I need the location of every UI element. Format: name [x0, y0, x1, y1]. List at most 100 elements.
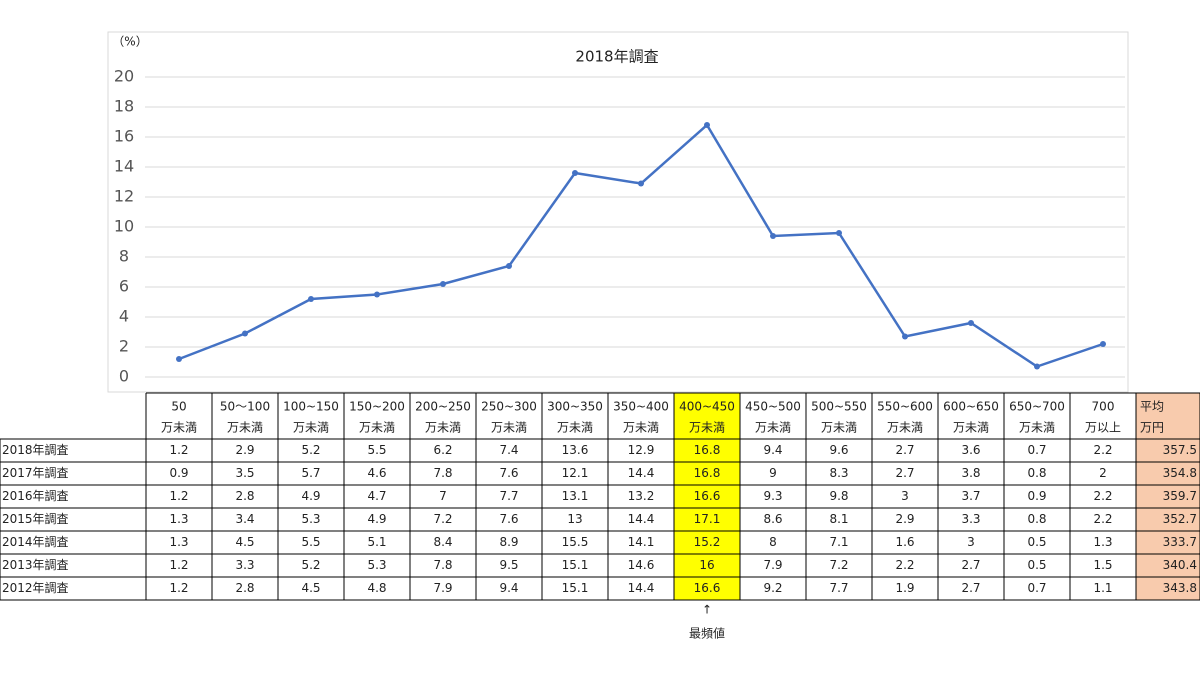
column-header: 700: [1092, 400, 1115, 414]
cell: 4.9: [301, 489, 320, 503]
cell: 3: [967, 535, 975, 549]
cell: 1.3: [1093, 535, 1112, 549]
cell: 12.1: [562, 466, 589, 480]
cell: 0.7: [1027, 581, 1046, 595]
cell: 16.6: [694, 581, 721, 595]
cell: 8.1: [829, 512, 848, 526]
cell: 3.5: [235, 466, 254, 480]
cell: 9.3: [763, 489, 782, 503]
cell: 1.5: [1093, 558, 1112, 572]
cell: 7.9: [433, 581, 452, 595]
data-point: [440, 281, 446, 287]
cell: 9: [769, 466, 777, 480]
chart-frame: [107, 31, 1129, 393]
data-point: [506, 263, 512, 269]
cell: 3.8: [961, 466, 980, 480]
row-label: 2016年調査: [2, 489, 69, 503]
y-tick-label: 6: [119, 277, 129, 296]
data-line: [178, 123, 1104, 368]
cell: 14.4: [628, 581, 655, 595]
column-header: 600~650: [943, 400, 999, 414]
cell: 9.4: [499, 581, 518, 595]
cell: 7.8: [433, 466, 452, 480]
column-header: 平均: [1140, 400, 1164, 414]
cell: 2.7: [961, 558, 980, 572]
cell: 1.3: [169, 512, 188, 526]
column-header: 万円: [1140, 421, 1164, 435]
cell: 7.7: [499, 489, 518, 503]
column-header: 250~300: [481, 400, 537, 414]
cell: 2.7: [895, 466, 914, 480]
y-tick-label: 14: [114, 157, 134, 176]
cell: 1.2: [169, 581, 188, 595]
cell: 4.6: [367, 466, 386, 480]
cell: 2.2: [1093, 489, 1112, 503]
column-header: 万未満: [557, 421, 593, 435]
mode-note: 最頻値: [689, 626, 725, 641]
row-label: 2017年調査: [2, 466, 69, 480]
cell: 1.2: [169, 489, 188, 503]
column-header: 50: [171, 400, 186, 414]
cell: 1.2: [169, 443, 188, 457]
cell: 4.5: [301, 581, 320, 595]
y-tick-label: 18: [114, 97, 134, 116]
cell: 7.2: [433, 512, 452, 526]
row-label: 2018年調査: [2, 443, 69, 457]
cell: 5.3: [301, 512, 320, 526]
column-header: 万未満: [1019, 421, 1055, 435]
column-header: 万未満: [821, 421, 857, 435]
data-point: [902, 333, 908, 340]
cell: 3.4: [235, 512, 254, 526]
cell: 5.1: [367, 535, 386, 549]
cell: 1.3: [169, 535, 188, 549]
cell: 7.2: [829, 558, 848, 572]
column-header: 500~550: [811, 400, 867, 414]
cell: 8.4: [433, 535, 452, 549]
cell: 2: [1099, 466, 1107, 480]
cell: 2.2: [1093, 512, 1112, 526]
cell: 5.2: [301, 443, 320, 457]
data-point: [968, 320, 974, 326]
data-point: [572, 170, 578, 176]
cell: 3.7: [961, 489, 980, 503]
data-point: [176, 356, 182, 362]
cell: 9.6: [829, 443, 848, 457]
cell: 9.5: [499, 558, 518, 572]
cell: 5.7: [301, 466, 320, 480]
column-header: 50～100: [220, 400, 270, 414]
column-header: 万未満: [953, 421, 989, 435]
column-header: 万未満: [491, 421, 527, 435]
cell: 13: [567, 512, 582, 526]
y-tick-label: 8: [119, 247, 129, 266]
y-tick-label: 20: [114, 67, 134, 86]
cell: 9.2: [763, 581, 782, 595]
column-header: 万未満: [425, 421, 461, 435]
cell: 8: [769, 535, 777, 549]
data-point: [374, 291, 380, 298]
column-header: 万未満: [689, 421, 725, 435]
cell: 2.7: [961, 581, 980, 595]
cell: 9.8: [829, 489, 848, 503]
cell: 14.4: [628, 466, 655, 480]
cell: 12.9: [628, 443, 655, 457]
cell: 5.2: [301, 558, 320, 572]
cell: 0.8: [1027, 512, 1046, 526]
average-cell: 354.8: [1163, 466, 1197, 480]
average-cell: 333.7: [1163, 535, 1197, 549]
cell: 5.5: [301, 535, 320, 549]
data-point: [1100, 341, 1106, 347]
cell: 8.6: [763, 512, 782, 526]
cell: 4.5: [235, 535, 254, 549]
mode-arrow: ↑: [702, 603, 712, 617]
column-header: 150~200: [349, 400, 405, 414]
chart-title: 2018年調査: [575, 48, 658, 66]
column-header: 万未満: [359, 421, 395, 435]
cell: 2.2: [1093, 443, 1112, 457]
y-tick-label: 12: [114, 187, 134, 206]
column-header: 200~250: [415, 400, 471, 414]
cell: 14.6: [628, 558, 655, 572]
average-cell: 340.4: [1163, 558, 1197, 572]
cell: 2.8: [235, 489, 254, 503]
cell: 5.3: [367, 558, 386, 572]
row-label: 2013年調査: [2, 558, 69, 572]
